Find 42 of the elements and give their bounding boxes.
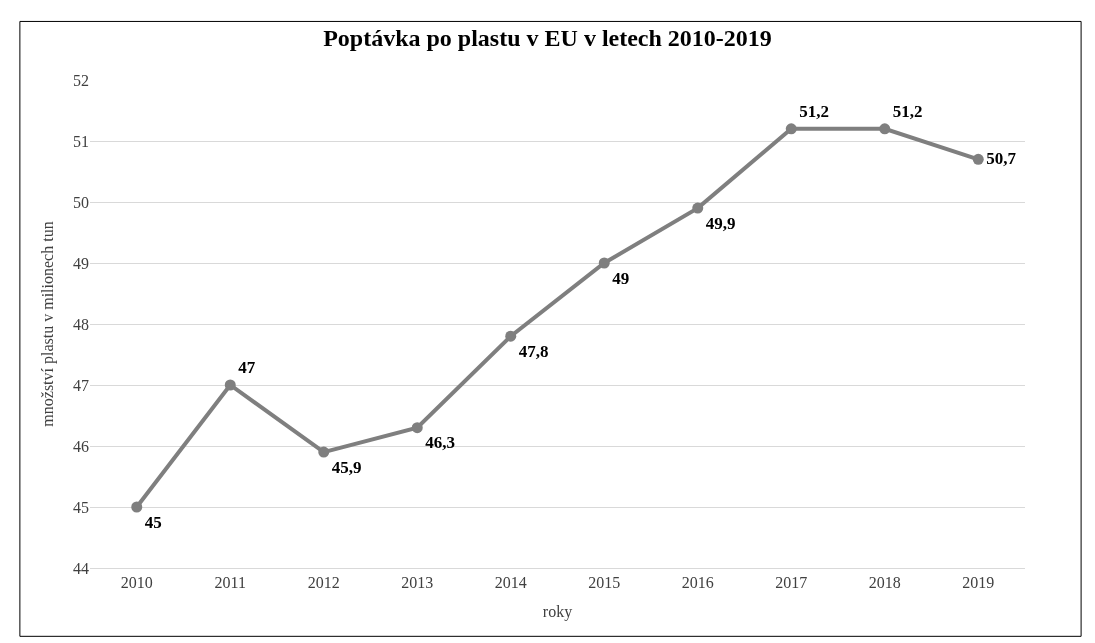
- data-label: 49: [612, 268, 630, 288]
- y-tick-label: 45: [73, 498, 89, 516]
- point: [785, 123, 797, 135]
- point: [692, 202, 704, 214]
- data-label: 45: [144, 512, 162, 532]
- data-label: 50,7: [986, 148, 1017, 168]
- point: [598, 257, 610, 269]
- point: [131, 501, 143, 513]
- data-label: 45,9: [331, 457, 362, 477]
- point: [318, 446, 330, 458]
- y-tick-label: 46: [73, 437, 89, 455]
- point: [972, 153, 984, 165]
- point: [879, 123, 891, 135]
- x-tick-label: 2012: [307, 574, 340, 592]
- x-tick-label: 2013: [401, 574, 434, 592]
- y-tick-label: 49: [73, 254, 89, 272]
- data-label: 49,9: [705, 213, 736, 233]
- x-axis-title: roky: [542, 602, 573, 621]
- point: [505, 330, 517, 342]
- y-tick-label: 47: [73, 376, 89, 394]
- x-tick-label: 2011: [214, 574, 246, 592]
- x-tick-label: 2019: [962, 574, 995, 592]
- data-label: 51,2: [892, 101, 923, 121]
- x-tick-label: 2018: [868, 574, 901, 592]
- y-tick-label: 50: [73, 193, 89, 211]
- x-tick-label: 2014: [494, 574, 527, 592]
- x-tick-label: 2015: [588, 574, 621, 592]
- data-label: 51,2: [799, 101, 829, 121]
- y-tick-label: 48: [73, 315, 89, 333]
- x-tick-label: 2010: [120, 574, 153, 592]
- chart-title: Poptávka po plastu v EU v letech 2010-2019: [323, 24, 772, 51]
- point: [224, 379, 236, 391]
- x-tick-label: 2016: [681, 574, 714, 592]
- point: [411, 422, 423, 434]
- y-tick-label: 44: [73, 559, 89, 577]
- y-tick-label: 52: [73, 71, 89, 89]
- x-tick-label: 2017: [775, 574, 808, 592]
- data-label: 47: [238, 357, 256, 377]
- data-label: 46,3: [425, 433, 455, 453]
- y-tick-label: 51: [73, 132, 89, 150]
- y-axis-title: množství plastu v milionech tun: [38, 221, 57, 427]
- data-label: 47,8: [518, 341, 549, 361]
